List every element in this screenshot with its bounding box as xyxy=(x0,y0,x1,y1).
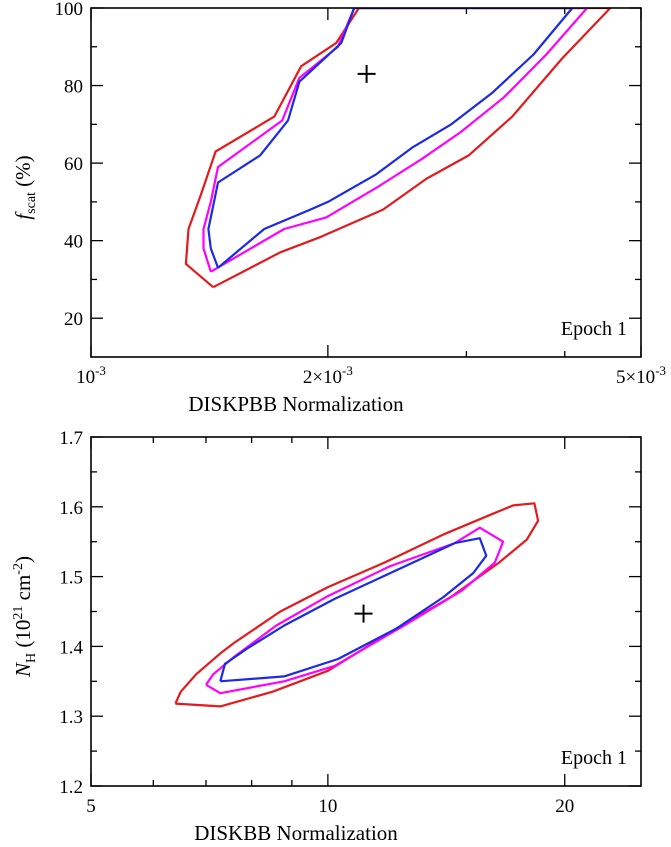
x-tick-label: 2×10-3 xyxy=(303,363,353,388)
contour-line-1 xyxy=(184,8,612,289)
contour-line-2 xyxy=(205,526,505,695)
y-axis-title-subscript: scat xyxy=(24,192,39,214)
y-tick-label: 40 xyxy=(64,232,83,253)
y-axis-title-text: cm xyxy=(11,575,35,606)
y-axis-title-symbol: f xyxy=(11,211,35,220)
epoch-annotation: Epoch 1 xyxy=(561,318,627,340)
y-tick-label: 1.4 xyxy=(59,637,83,658)
y-axis-title: fscat (%) xyxy=(11,155,39,219)
y-axis-title-subscript: H xyxy=(24,653,39,663)
x-tick-label-exponent: -3 xyxy=(655,363,666,378)
plot-frame xyxy=(90,436,642,787)
x-tick-label-exponent: -3 xyxy=(95,363,106,378)
x-tick-label: 10 xyxy=(318,796,337,817)
y-tick-label: 1.5 xyxy=(59,568,83,589)
x-tick-label-base: 5×10 xyxy=(616,367,655,388)
x-tick-label-exponent: -3 xyxy=(342,363,353,378)
contour-group xyxy=(184,8,612,289)
x-tick-label-base: 2×10 xyxy=(303,367,342,388)
y-tick-label: 1.3 xyxy=(59,707,83,728)
x-tick-label: 10-3 xyxy=(76,363,106,388)
y-tick-label: 1.2 xyxy=(59,777,83,798)
contour-line-3 xyxy=(219,537,488,683)
x-tick-label: 5×10-3 xyxy=(616,363,666,388)
plot-frame xyxy=(90,7,642,358)
y-tick-label: 1.7 xyxy=(59,428,83,449)
x-tick-label: 5 xyxy=(86,796,96,817)
y-axis-title-symbol: N xyxy=(11,662,35,678)
x-tick-label-base: 10 xyxy=(76,367,95,388)
y-axis-title: NH (1021 cm-2) xyxy=(11,556,39,678)
y-tick-label: 20 xyxy=(64,309,83,330)
y-tick-label: 100 xyxy=(55,0,84,20)
x-axis-title: DISKPBB Normalization xyxy=(188,392,404,416)
contour-line-1 xyxy=(174,502,540,708)
contour-line-3 xyxy=(207,8,574,269)
y-axis-title-text: (%) xyxy=(11,155,35,192)
contour-line-2 xyxy=(202,8,589,273)
chart-panel-bottom: 5 10 20 1.2 1.3 1.4 1.5 1.6 1.7 Epoch 1 DISKBB Nor… xyxy=(11,428,642,845)
y-axis-title-superscript: -2 xyxy=(11,563,26,575)
y-axis-title-text: (10 xyxy=(11,620,35,653)
x-axis-title: DISKBB Normalization xyxy=(194,821,398,845)
y-axis-title-text: ) xyxy=(11,556,35,563)
y-tick-label: 80 xyxy=(64,77,83,98)
y-axis-title-superscript: 21 xyxy=(11,606,26,620)
y-tick-label: 60 xyxy=(64,154,83,175)
contour-group xyxy=(174,502,540,708)
epoch-annotation: Epoch 1 xyxy=(561,747,627,769)
x-tick-label: 20 xyxy=(555,796,574,817)
y-tick-label: 1.6 xyxy=(59,498,83,519)
